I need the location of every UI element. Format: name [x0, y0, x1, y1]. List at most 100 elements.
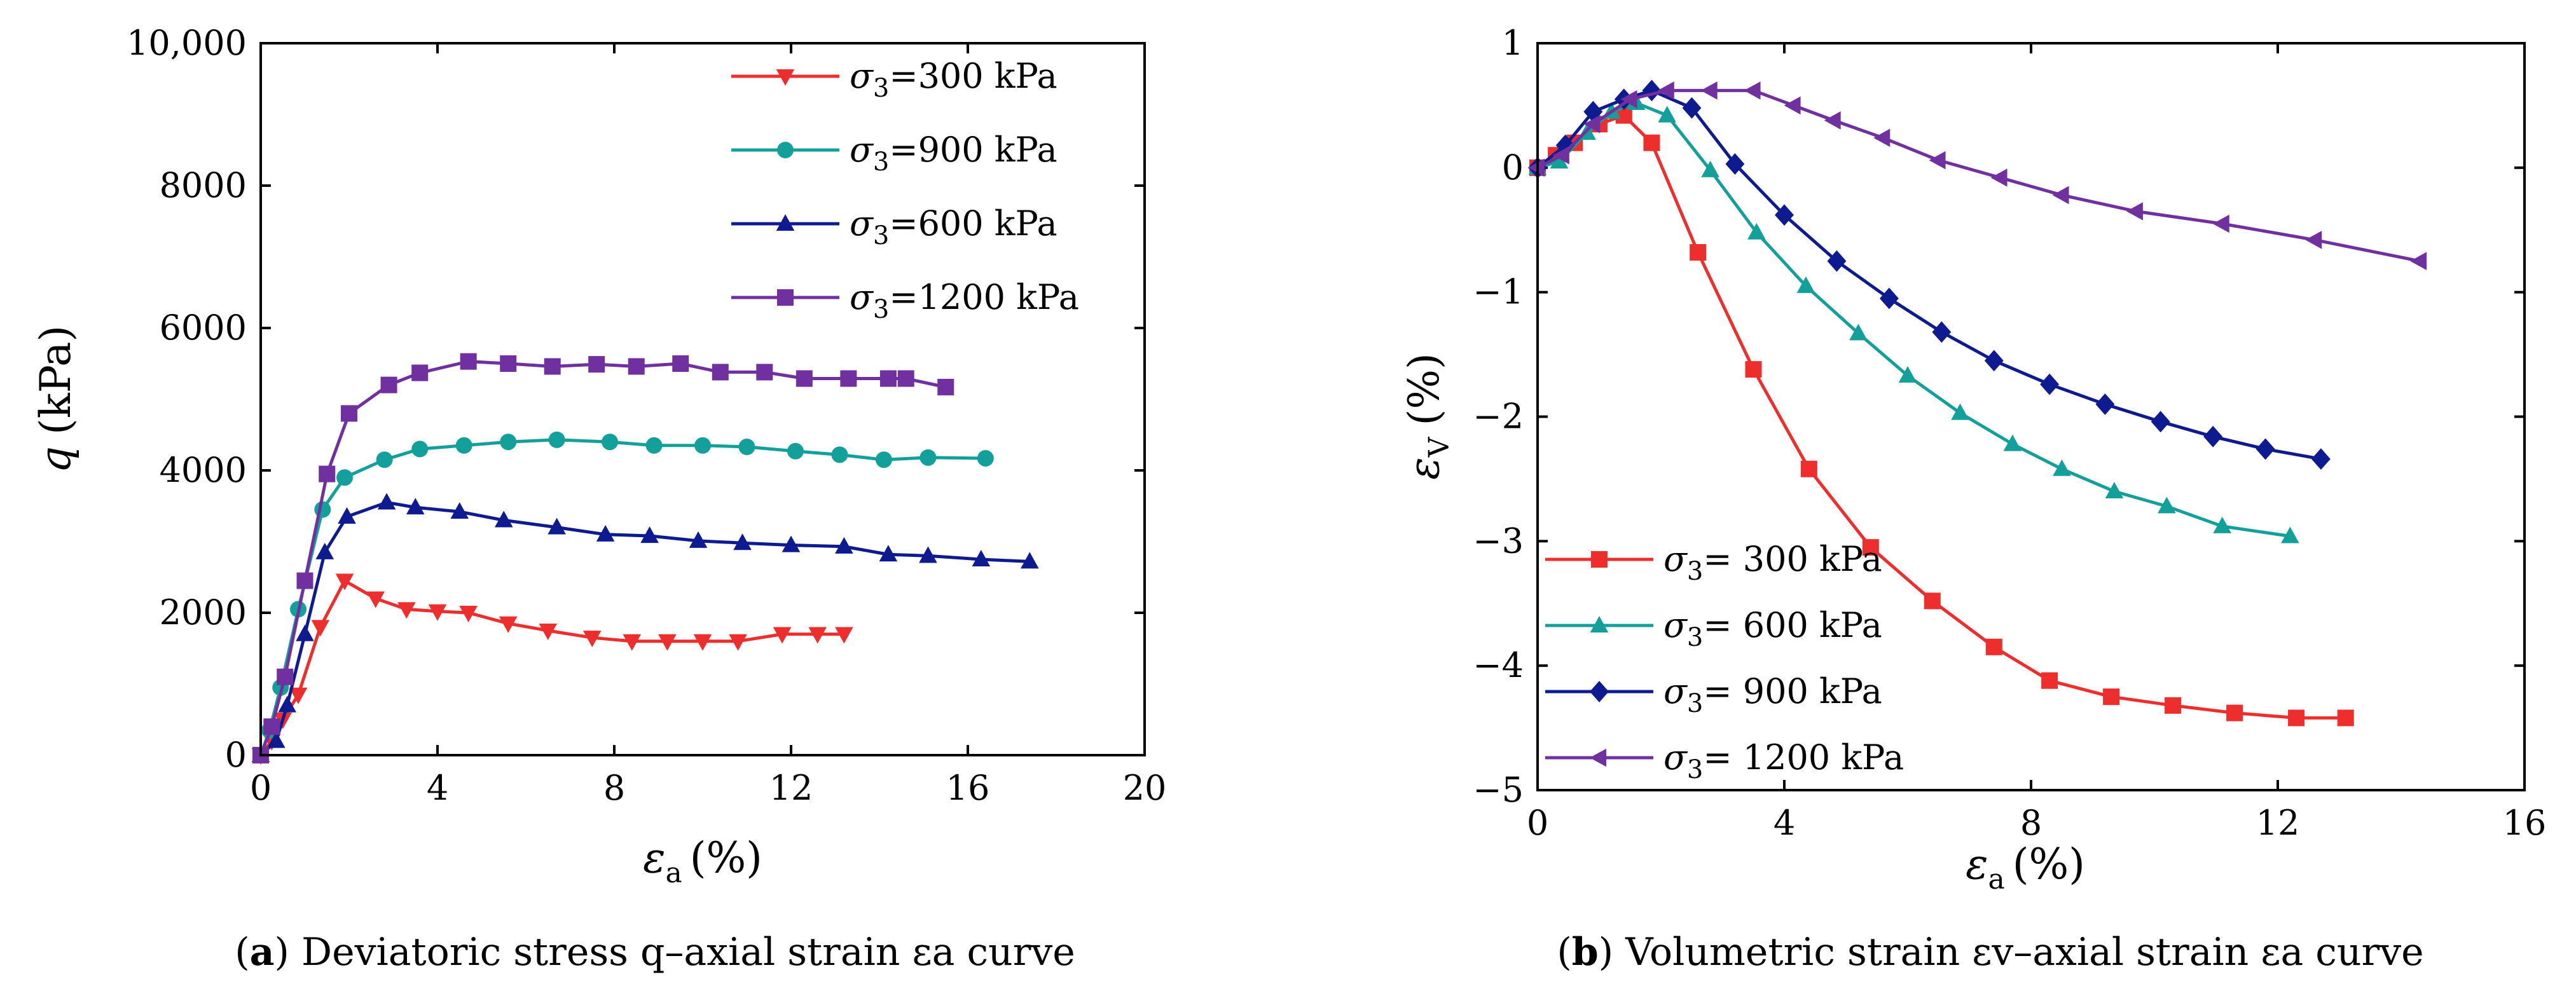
chart-a-legend-label: σ3=900 kPa	[850, 130, 1057, 177]
chart-b-series-line	[1536, 113, 2346, 720]
chart-a-x-axis-title: εa (%)	[643, 833, 762, 889]
chart-a-data-point	[920, 449, 937, 466]
chart-b-legend-label: σ3= 300 kPa	[1663, 539, 1882, 586]
chart-b-data-point	[2212, 214, 2229, 233]
chart-b-data-point	[1657, 81, 1674, 100]
chart-a-data-point	[377, 493, 396, 510]
chart-b-legend-marker	[1590, 616, 1609, 633]
chart-a-data-point	[628, 358, 645, 375]
chart-b-data-point	[1924, 592, 1941, 610]
chart-b-data-point	[2410, 252, 2427, 271]
chart-a-data-point	[808, 627, 827, 644]
chart-b-data-point	[2095, 393, 2115, 415]
chart-a-data-point	[314, 501, 331, 518]
chart-b-data-point	[1745, 361, 1762, 378]
chart-b-ticks: 0 4 8 12 16 −5 −4 −3 −2 −1 0 1	[1473, 23, 2546, 843]
chart-b-data-point	[1929, 151, 1946, 170]
chart-a-series-0	[251, 573, 853, 765]
chart-a-data-point	[267, 731, 286, 748]
chart-a-data-point	[773, 627, 792, 644]
chart-b-x-axis-title: εa (%)	[1966, 840, 2085, 896]
chart-b-data-point	[2226, 704, 2243, 721]
chart-a-y-axis-title: q(kPa)	[31, 325, 80, 474]
chart-a-data-point	[796, 370, 813, 387]
chart-a-data-point	[450, 502, 469, 519]
chart-a-data-point	[338, 507, 356, 524]
chart-b-data-point	[1796, 276, 1815, 293]
chart-a-data-point	[582, 631, 602, 648]
chart-a-data-point	[879, 545, 898, 562]
chart-a-data-point	[406, 498, 425, 515]
chart-a-data-point	[460, 353, 477, 370]
chart-a-data-point	[787, 442, 804, 460]
chart-a-data-point	[1021, 552, 1039, 569]
chart-a-series-1	[252, 431, 994, 763]
chart-a-data-point	[296, 624, 314, 641]
chart-b-data-point	[1984, 350, 2004, 372]
chart-b-data-point	[2288, 709, 2305, 727]
chart-a: 0 4 8 12 16 20 0 2000 4000 6000 8000 10,000 εa (%) q…	[31, 23, 1166, 974]
chart-a-legend-item: σ3=600 kPa	[731, 203, 1057, 250]
chart-b-data-point	[2041, 672, 2058, 689]
chart-b-legend-marker	[1590, 681, 1609, 702]
chart-a-legend: σ3=300 kPa σ3=900 kPa σ3=600 kPa σ3=1200 kP…	[731, 56, 1079, 324]
chart-a-plot-frame	[259, 42, 1146, 756]
chart-b-legend: σ3= 300 kPa σ3= 600 kPa σ3= 900 kPa σ3= 120…	[1545, 539, 1904, 784]
chart-a-data-point	[380, 376, 397, 393]
chart-a-data-point	[588, 356, 605, 373]
chart-a-data-point	[311, 620, 330, 637]
chart-b-data-point	[2337, 709, 2354, 727]
chart-b-y-axis-title: εV(%)	[1400, 353, 1456, 479]
chart-a-data-point	[602, 434, 619, 451]
chart-b-legend-item: σ3= 900 kPa	[1545, 671, 1882, 718]
chart-a-data-point	[835, 627, 853, 644]
chart-a-data-point	[972, 550, 991, 567]
chart-a-data-point	[782, 535, 801, 552]
chart-b-legend-marker	[1590, 748, 1607, 767]
chart-b-data-point	[1827, 250, 1847, 272]
chart-b-data-point	[1985, 638, 2002, 655]
chart-a-caption: (a) Deviatoric stress q–axial strain εa …	[235, 930, 1075, 974]
chart-a-data-point	[277, 668, 294, 685]
chart-a-legend-marker	[776, 69, 795, 86]
chart-b-x-tick-label: 4	[1774, 803, 1795, 843]
chart-a-data-point	[428, 604, 447, 621]
chart-b-plot-frame	[1536, 42, 2526, 791]
chart-a-ticks: 0 4 8 12 16 20 0 2000 4000 6000 8000 10,000	[127, 23, 1166, 808]
chart-a-data-point	[459, 605, 478, 622]
chart-a-data-point	[539, 623, 558, 640]
chart-b-data-point	[1990, 168, 2008, 187]
chart-a-x-tick-label: 8	[603, 768, 625, 808]
chart-a-data-point	[499, 616, 518, 633]
chart-a-data-point	[319, 465, 336, 482]
chart-a-x-tick-label: 16	[946, 768, 990, 808]
chart-b-data-point	[2281, 526, 2299, 543]
chart-a-series-line	[259, 360, 946, 756]
chart-a-legend-label: σ3=300 kPa	[850, 56, 1057, 103]
chart-a-data-point	[879, 370, 897, 387]
chart-b-data-point	[2305, 231, 2322, 249]
chart-a-legend-item: σ3=900 kPa	[731, 130, 1057, 177]
chart-a-data-point	[500, 355, 517, 372]
chart-b-y-tick-label: 1	[1502, 23, 1524, 63]
chart-b-x-tick-label: 8	[2020, 803, 2042, 843]
chart-b-y-tick-label: 0	[1502, 147, 1524, 188]
chart-b-data-point	[1620, 90, 1637, 109]
chart-b-legend-item: σ3= 1200 kPa	[1545, 737, 1904, 784]
chart-b-series-3	[1528, 81, 2427, 271]
chart-b-data-point	[1643, 134, 1660, 151]
chart-a-series-line	[259, 578, 844, 756]
chart-a-data-point	[500, 434, 517, 451]
chart-b-data-point	[1879, 287, 1899, 310]
chart-b-data-point	[2040, 373, 2060, 395]
chart-b-data-point	[1555, 134, 1575, 156]
chart-a-data-point	[411, 364, 429, 381]
chart-a-data-point	[640, 526, 659, 543]
chart-b-x-tick-label: 12	[2256, 803, 2300, 843]
chart-b-data-point	[1725, 153, 1745, 175]
chart-b-data-point	[1862, 539, 1879, 556]
chart-b-data-point	[1700, 81, 1718, 100]
chart-b-series-line	[1537, 101, 2290, 538]
chart-b-data-point	[1775, 204, 1794, 226]
chart-a-data-point	[738, 439, 755, 456]
